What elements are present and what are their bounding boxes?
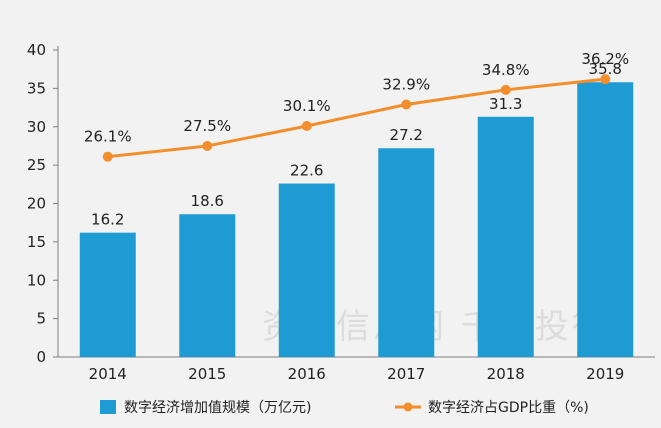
y-tick-label: 35 [27, 79, 46, 97]
legend-line-label: 数字经济占GDP比重（%) [428, 400, 589, 416]
bar [477, 116, 534, 358]
legend-bar-swatch [100, 400, 116, 414]
line-value-label: 36.2% [581, 50, 629, 68]
bar [79, 232, 136, 357]
line-point [301, 120, 312, 131]
x-tick-label: 2017 [387, 365, 425, 383]
bar-series: 16.2 18.6 22.6 27.2 31.3 35.8 [79, 60, 634, 358]
line-value-label: 30.1% [283, 97, 331, 115]
bar [577, 82, 634, 358]
x-tick-label: 2019 [586, 365, 624, 383]
y-tick-label: 0 [36, 348, 46, 366]
bar [278, 183, 335, 357]
line-value-label: 34.8% [482, 61, 530, 79]
y-tick-label: 15 [27, 233, 46, 251]
bar-value-label: 35.8 [589, 60, 622, 78]
line-point [202, 140, 213, 151]
line-value-label: 27.5% [183, 117, 231, 135]
y-tick-label: 10 [27, 271, 46, 289]
bar-value-label: 22.6 [290, 162, 323, 180]
y-tick-label: 40 [27, 41, 46, 59]
bar-value-label: 16.2 [91, 211, 124, 229]
line-point [102, 151, 113, 162]
bar-value-label: 31.3 [489, 95, 522, 113]
legend-bar-label: 数字经济增加值规模（万亿元) [124, 400, 311, 416]
line-series: 26.1% 27.5% 30.1% 32.9% 34.8% 36.2% [84, 50, 629, 162]
x-tick-label: 2018 [487, 365, 525, 383]
bar-value-label: 18.6 [191, 192, 224, 210]
line-point [401, 99, 412, 110]
x-tick-label: 2016 [288, 365, 326, 383]
y-tick-label: 20 [27, 195, 46, 213]
bar-value-label: 27.2 [390, 126, 423, 144]
axes: 0 5 10 15 20 25 30 35 40 2014 2015 2016 2017 2018 2019 [27, 41, 655, 383]
line-point [600, 74, 611, 85]
line-point [500, 84, 511, 95]
bar [378, 148, 435, 357]
line-value-label: 32.9% [382, 75, 430, 93]
legend: 数字经济增加值规模（万亿元) 数字经济占GDP比重（%) [100, 400, 589, 416]
series-line [107, 77, 606, 159]
legend-line-marker [403, 402, 413, 412]
line-value-label: 26.1% [84, 128, 132, 146]
y-tick-label: 30 [27, 118, 46, 136]
x-tick-label: 2014 [89, 365, 127, 383]
bar [179, 214, 236, 357]
y-tick-label: 5 [36, 310, 46, 328]
x-tick-label: 2015 [188, 365, 226, 383]
y-tick-label: 25 [27, 156, 46, 174]
